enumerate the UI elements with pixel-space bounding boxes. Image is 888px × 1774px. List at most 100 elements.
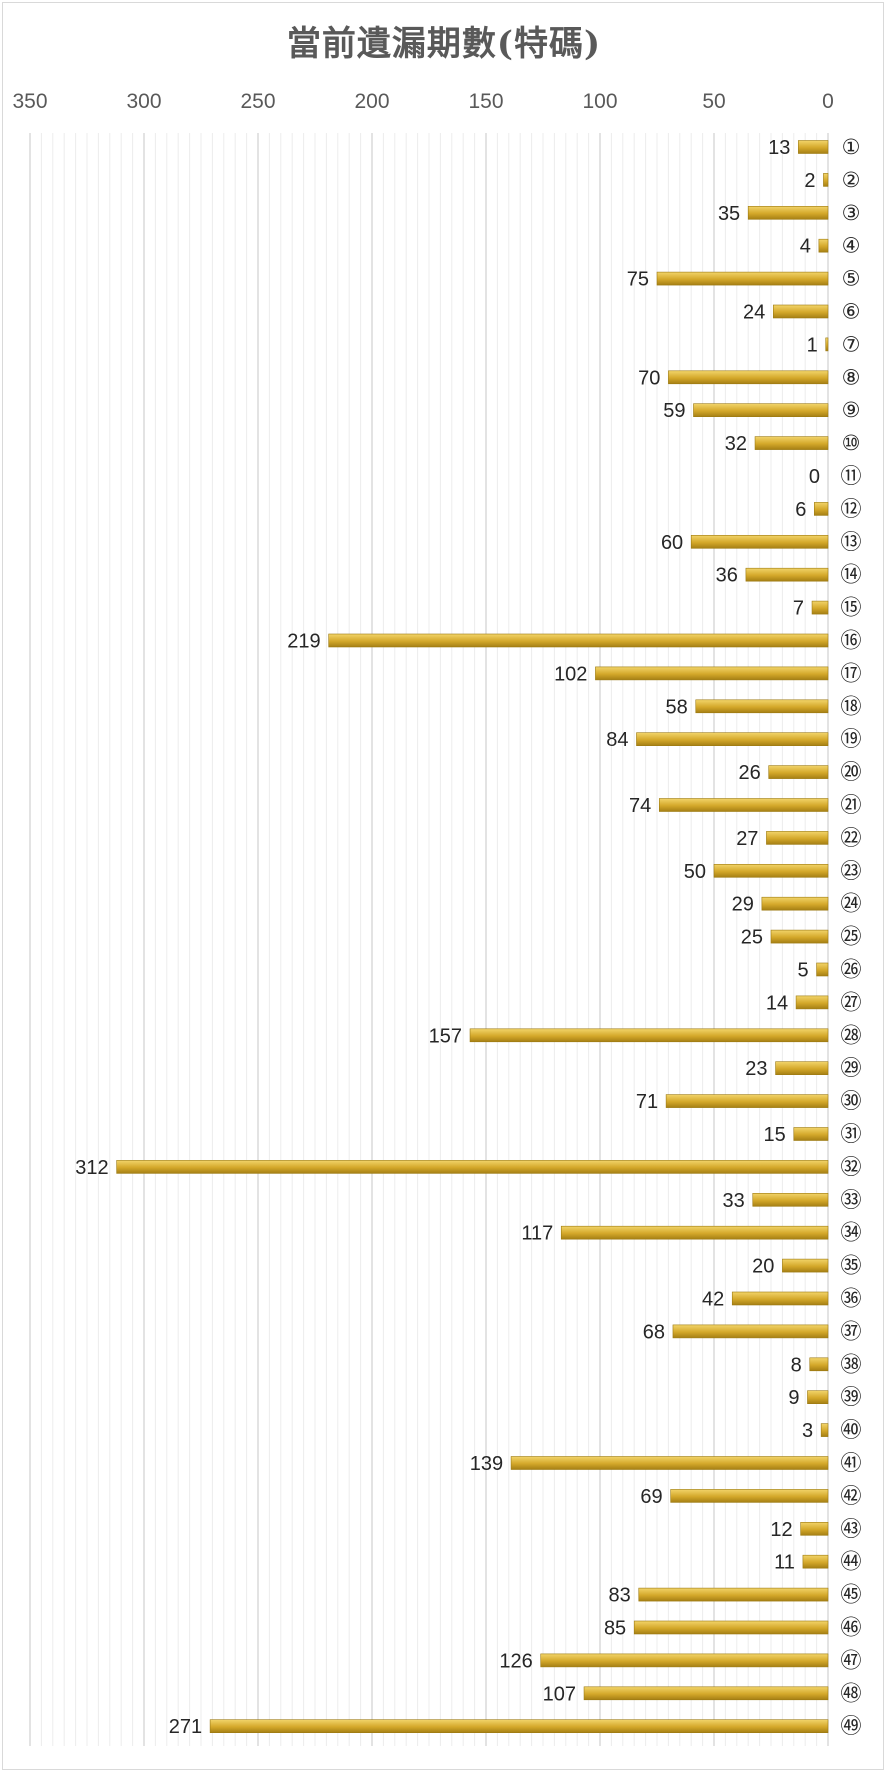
data-label: 32	[725, 433, 747, 455]
x-tick-label: 100	[582, 90, 617, 113]
data-label: 24	[743, 302, 765, 324]
category-label: ㉙	[841, 1056, 862, 1080]
bar	[752, 1193, 829, 1207]
category-label: ㉒	[841, 826, 862, 850]
data-label: 271	[169, 1716, 202, 1738]
data-label: 70	[638, 367, 660, 389]
x-tick-label: 50	[702, 90, 725, 113]
bar	[816, 962, 829, 977]
bar	[209, 1719, 829, 1733]
data-label: 84	[606, 729, 628, 751]
category-label: ㊳	[841, 1352, 862, 1376]
category-label: ㉑	[841, 793, 862, 817]
category-label: ⑳	[841, 760, 862, 784]
category-label: ㉜	[841, 1155, 862, 1179]
bar	[772, 304, 829, 319]
category-label: ㉓	[841, 859, 862, 883]
category-label: ⑯	[841, 629, 862, 653]
data-label: 7	[793, 598, 804, 620]
category-label: ㊴	[841, 1385, 862, 1409]
category-label: ㊵	[841, 1418, 862, 1442]
category-label: ⑪	[841, 464, 862, 488]
category-label: ③	[842, 201, 861, 225]
category-label: ⑦	[842, 332, 861, 356]
category-label: ㉝	[841, 1188, 862, 1212]
data-label: 23	[745, 1058, 767, 1080]
data-label: 69	[640, 1486, 662, 1508]
data-label: 74	[629, 795, 651, 817]
category-label: ㉘	[841, 1023, 862, 1047]
data-label: 75	[627, 269, 649, 291]
data-label: 35	[718, 203, 740, 225]
data-label: 139	[470, 1453, 503, 1475]
data-label: 15	[764, 1124, 786, 1146]
data-label: 36	[716, 565, 738, 587]
category-label: ⑧	[842, 365, 861, 389]
bar	[820, 1423, 829, 1437]
data-label: 157	[429, 1025, 462, 1047]
x-tick-label: 350	[12, 90, 47, 113]
category-label: ㉗	[841, 990, 862, 1014]
bar	[633, 1620, 829, 1635]
category-label: ④	[842, 234, 861, 258]
bar	[747, 206, 829, 220]
grid-layer	[29, 133, 829, 1746]
category-label: ㊹	[841, 1550, 862, 1574]
category-axis: ① ② ③ ④ ⑤ ⑥ ⑦ ⑧ ⑨ ⑩ ⑪ ⑫ ⑬ ⑭ ⑮ ⑯ ⑰ ⑱ ⑲ ⑳ ㉑㉒㉓㉔㉕㉖㉗㉘㉙㉚㉛㉜㉝㉞㉟㊱㊲㊳㊴㊵…	[841, 135, 862, 1738]
bar	[807, 1390, 829, 1404]
data-label: 0	[809, 466, 820, 488]
category-label: ⑩	[842, 431, 861, 455]
bar	[811, 600, 829, 615]
bar	[670, 1489, 829, 1503]
category-label: ⑮	[841, 596, 862, 620]
bar	[814, 502, 829, 516]
bar	[745, 567, 829, 582]
category-label: ⑱	[841, 694, 862, 718]
bar	[695, 699, 829, 714]
data-label: 60	[661, 532, 683, 554]
bar	[713, 863, 829, 878]
bar	[766, 831, 829, 845]
data-label: 83	[609, 1585, 631, 1607]
x-axis: 350 300 250 200 150 100 50 0	[12, 90, 833, 113]
category-label: ⑰	[841, 661, 862, 685]
category-label: ㉚	[841, 1089, 862, 1113]
category-label: ⑨	[842, 398, 861, 422]
category-label: ㉕	[841, 925, 862, 949]
data-label: 29	[732, 894, 754, 916]
data-label: 126	[499, 1650, 532, 1672]
data-label: 50	[684, 861, 706, 883]
bar	[795, 995, 829, 1010]
category-label: ㊺	[841, 1583, 862, 1607]
bar	[770, 929, 829, 944]
data-label: 9	[788, 1387, 799, 1409]
bar	[510, 1456, 829, 1470]
data-label: 20	[752, 1256, 774, 1278]
category-label: ㊷	[841, 1484, 862, 1508]
bar	[116, 1160, 829, 1174]
x-tick-label: 200	[354, 90, 389, 113]
bar	[775, 1061, 829, 1075]
category-label: ㊲	[841, 1319, 862, 1343]
category-label: ㉔	[841, 892, 862, 916]
bar	[754, 436, 829, 450]
bar	[761, 896, 829, 911]
category-label: ②	[842, 168, 861, 192]
category-label: ⑬	[841, 530, 862, 554]
data-label: 5	[797, 960, 808, 982]
data-label: 8	[791, 1354, 802, 1376]
bar	[595, 666, 829, 681]
category-label: ⑫	[841, 497, 862, 521]
data-label: 33	[723, 1190, 745, 1212]
bar	[693, 403, 829, 418]
category-label: ㉞	[841, 1221, 862, 1245]
category-label: ㊼	[841, 1648, 862, 1672]
data-label: 4	[800, 236, 811, 258]
data-label: 312	[75, 1157, 108, 1179]
data-label: 68	[643, 1321, 665, 1343]
bar	[665, 1094, 829, 1108]
x-tick-label: 250	[240, 90, 275, 113]
category-label: ㊻	[841, 1616, 862, 1640]
bar	[560, 1225, 829, 1240]
